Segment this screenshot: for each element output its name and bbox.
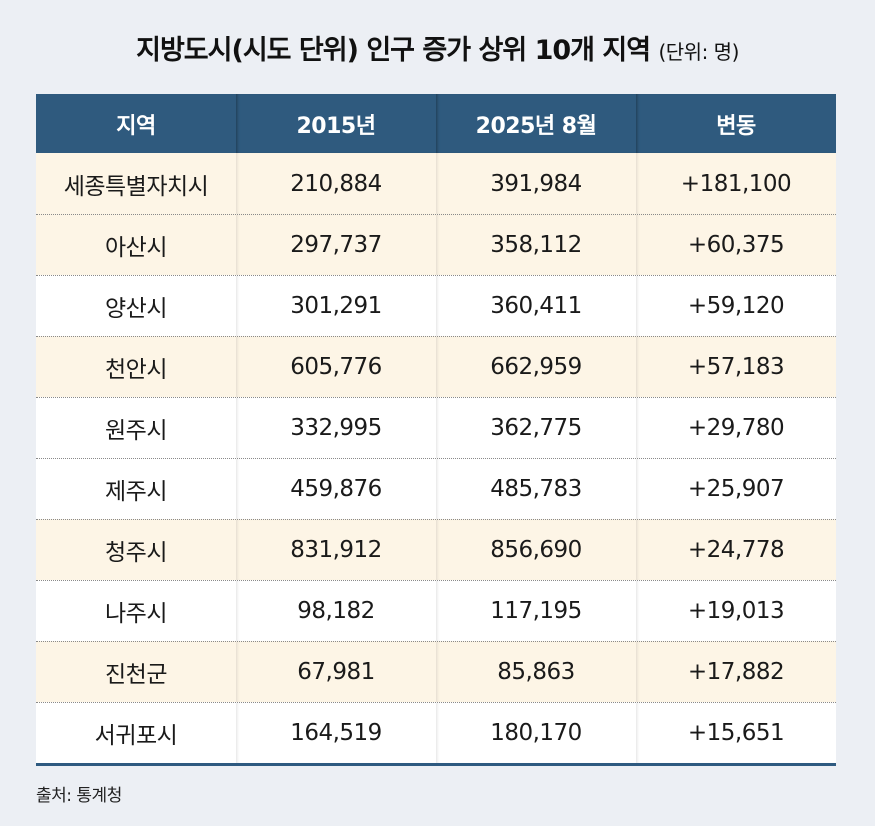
table-row: 아산시 297,737 358,112 +60,375 — [36, 214, 836, 275]
region-cell: 세종특별자치시 — [63, 173, 209, 200]
region-cell: 진천군 — [105, 662, 167, 688]
change-cell: +29,780 — [636, 398, 836, 458]
value-2025-cell: 362,775 — [436, 398, 636, 458]
value-2015-cell: 67,981 — [236, 642, 436, 702]
value-2015-cell: 164,519 — [236, 703, 436, 763]
region-cell: 아산시 — [105, 235, 167, 261]
page-title: 지방도시(시도 단위) 인구 증가 상위 10개 지역 (단위: 명) — [0, 28, 875, 67]
value-2015-cell: 459,876 — [236, 459, 436, 519]
value-2025-cell: 391,984 — [436, 153, 636, 214]
value-2025-cell: 856,690 — [436, 520, 636, 580]
population-table: 지역 2015년 2025년 8월 변동 세종특별자치시 210,884 391,9… — [36, 94, 836, 766]
change-cell: +59,120 — [636, 276, 836, 336]
region-cell: 천안시 — [105, 357, 167, 383]
value-2025-cell: 662,959 — [436, 337, 636, 397]
change-cell: +181,100 — [636, 153, 836, 214]
region-cell: 나주시 — [105, 601, 167, 627]
table-row: 세종특별자치시 210,884 391,984 +181,100 — [36, 153, 836, 214]
region-cell: 양산시 — [105, 296, 167, 322]
header-2015: 2015년 — [236, 94, 436, 153]
value-2025-cell: 117,195 — [436, 581, 636, 641]
header-change: 변동 — [636, 94, 836, 153]
change-cell: +17,882 — [636, 642, 836, 702]
title-main: 지방도시(시도 단위) 인구 증가 상위 10개 지역 — [136, 35, 651, 66]
table-row: 양산시 301,291 360,411 +59,120 — [36, 275, 836, 336]
value-2025-cell: 358,112 — [436, 215, 636, 275]
value-2015-cell: 297,737 — [236, 215, 436, 275]
table-header-row: 지역 2015년 2025년 8월 변동 — [36, 94, 836, 153]
table-row: 천안시 605,776 662,959 +57,183 — [36, 336, 836, 397]
change-cell: +60,375 — [636, 215, 836, 275]
table-row: 나주시 98,182 117,195 +19,013 — [36, 580, 836, 641]
title-unit: (단위: 명) — [658, 40, 739, 64]
table-body: 세종특별자치시 210,884 391,984 +181,100 아산시 297,737 3… — [36, 153, 836, 763]
header-2025-aug: 2025년 8월 — [436, 94, 636, 153]
value-2015-cell: 210,884 — [236, 153, 436, 214]
region-cell: 원주시 — [105, 418, 167, 444]
region-cell: 서귀포시 — [94, 723, 178, 749]
source-note: 출처: 통계청 — [36, 786, 122, 806]
value-2015-cell: 98,182 — [236, 581, 436, 641]
value-2015-cell: 332,995 — [236, 398, 436, 458]
value-2025-cell: 360,411 — [436, 276, 636, 336]
change-cell: +57,183 — [636, 337, 836, 397]
value-2015-cell: 605,776 — [236, 337, 436, 397]
table-row: 제주시 459,876 485,783 +25,907 — [36, 458, 836, 519]
value-2025-cell: 85,863 — [436, 642, 636, 702]
value-2025-cell: 180,170 — [436, 703, 636, 763]
region-cell: 청주시 — [105, 540, 167, 566]
value-2015-cell: 831,912 — [236, 520, 436, 580]
region-cell: 제주시 — [105, 479, 167, 505]
table-row: 진천군 67,981 85,863 +17,882 — [36, 641, 836, 702]
change-cell: +15,651 — [636, 703, 836, 763]
table-row: 원주시 332,995 362,775 +29,780 — [36, 397, 836, 458]
table-row: 서귀포시 164,519 180,170 +15,651 — [36, 702, 836, 763]
value-2015-cell: 301,291 — [236, 276, 436, 336]
change-cell: +24,778 — [636, 520, 836, 580]
table-row: 청주시 831,912 856,690 +24,778 — [36, 519, 836, 580]
header-region: 지역 — [116, 113, 156, 139]
change-cell: +19,013 — [636, 581, 836, 641]
change-cell: +25,907 — [636, 459, 836, 519]
value-2025-cell: 485,783 — [436, 459, 636, 519]
